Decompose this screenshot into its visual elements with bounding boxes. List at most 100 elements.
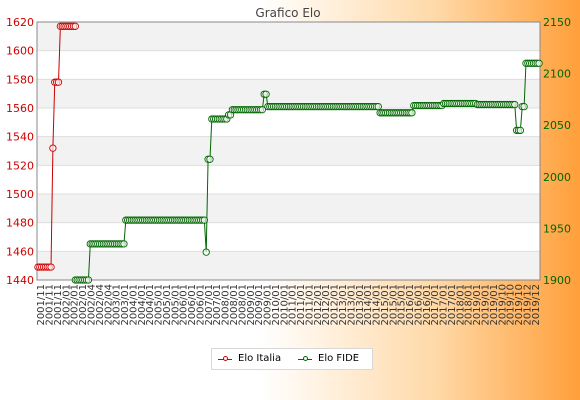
x-axis-tick-label: 2001/11 bbox=[53, 284, 64, 326]
x-axis-tick-label: 2010/01 bbox=[279, 284, 290, 326]
grid-band bbox=[37, 108, 540, 137]
x-axis-tick-label: 2012/01 bbox=[330, 284, 341, 326]
x-axis-tick-label: 2019/01 bbox=[489, 284, 500, 326]
grid-band bbox=[37, 22, 540, 51]
grid-band bbox=[37, 136, 540, 166]
x-axis-tick-label: 2008/01 bbox=[237, 284, 248, 326]
data-point-elo-fide bbox=[200, 216, 209, 224]
x-axis-tick-label: 2005/01 bbox=[170, 284, 181, 326]
left-axis-tick-label: 1560 bbox=[6, 102, 34, 115]
x-axis-tick-label: 2013/01 bbox=[355, 284, 366, 326]
right-axis-tick-label: 2050 bbox=[543, 119, 571, 132]
x-axis-tick-label: 2002/04 bbox=[86, 284, 97, 326]
x-axis-tick-label: 2004/01 bbox=[128, 284, 139, 326]
x-axis-tick-label: 2011/01 bbox=[288, 284, 299, 326]
x-axis-tick-label: 2009/01 bbox=[246, 284, 257, 326]
x-axis-tick-label: 2003/01 bbox=[120, 284, 131, 326]
left-axis-tick-label: 1520 bbox=[6, 159, 34, 172]
x-axis-tick-label: 2013/01 bbox=[346, 284, 357, 326]
x-axis-tick-label: 2018/01 bbox=[464, 284, 475, 326]
x-axis-tick-label: 2003/01 bbox=[112, 284, 123, 326]
x-axis-tick-label: 2013/01 bbox=[338, 284, 349, 326]
x-axis-tick-label: 2017/01 bbox=[447, 284, 458, 326]
x-axis-tick-label: 2001/11 bbox=[36, 284, 47, 326]
x-axis-tick-label: 2002/01 bbox=[61, 284, 72, 326]
x-axis-tick-label: 2016/01 bbox=[405, 284, 416, 326]
x-axis-tick-label: 2019/10 bbox=[506, 284, 517, 326]
x-axis-tick-label: 2019/01 bbox=[481, 284, 492, 326]
data-point-elo-fide bbox=[84, 276, 93, 284]
x-axis-tick-label: 2004/01 bbox=[145, 284, 156, 326]
x-axis-tick-label: 2017/01 bbox=[439, 284, 450, 326]
legend-item-elo-fide: Elo FIDE bbox=[298, 352, 368, 366]
data-point-elo-fide bbox=[206, 155, 214, 163]
data-point-elo-italia bbox=[49, 144, 57, 152]
x-axis-tick-label: 2002/01 bbox=[78, 284, 89, 326]
left-axis-tick-label: 1460 bbox=[6, 245, 34, 258]
x-axis-tick-label: 2019/12 bbox=[522, 284, 533, 326]
x-axis-tick-label: 2012/01 bbox=[321, 284, 332, 326]
left-axis-tick-label: 1500 bbox=[6, 188, 34, 201]
legend-label-elo-fide: Elo FIDE bbox=[318, 353, 360, 364]
x-axis-tick-label: 2007/01 bbox=[204, 284, 215, 326]
left-axis-tick-label: 1540 bbox=[6, 131, 34, 144]
legend-marker-elo-fide bbox=[303, 356, 308, 361]
data-point-elo-italia bbox=[71, 22, 79, 30]
x-axis-tick-label: 2016/01 bbox=[422, 284, 433, 326]
x-axis-tick-label: 2018/01 bbox=[455, 284, 466, 326]
right-axis-tick-label: 1950 bbox=[543, 222, 571, 235]
left-axis-tick-label: 1600 bbox=[6, 45, 34, 58]
grid-band bbox=[37, 50, 540, 80]
x-axis-tick-label: 2014/01 bbox=[372, 284, 383, 326]
grid-band bbox=[37, 251, 540, 280]
right-axis-tick-label: 1900 bbox=[543, 274, 571, 287]
data-point-elo-italia bbox=[47, 263, 55, 271]
data-point-elo-fide bbox=[511, 100, 519, 109]
x-axis-tick-label: 2006/01 bbox=[187, 284, 198, 326]
x-axis-tick-label: 2004/01 bbox=[137, 284, 148, 326]
x-axis-tick-label: 2014/01 bbox=[363, 284, 374, 326]
x-axis-tick-label: 2008/01 bbox=[229, 284, 240, 326]
x-axis-tick-label: 2016/01 bbox=[413, 284, 424, 326]
data-point-elo-fide bbox=[516, 126, 525, 135]
x-axis-tick-label: 2006/01 bbox=[179, 284, 190, 326]
data-point-elo-fide bbox=[374, 102, 382, 111]
x-axis-tick-label: 2008/01 bbox=[221, 284, 232, 326]
data-point-elo-fide bbox=[520, 102, 528, 111]
right-axis-tick-label: 2000 bbox=[543, 171, 571, 184]
right-axis-tick-label: 2150 bbox=[543, 16, 571, 29]
x-axis-tick-label: 2006/01 bbox=[195, 284, 206, 326]
x-axis-tick-label: 2009/01 bbox=[263, 284, 274, 326]
x-axis-tick-label: 2001/11 bbox=[45, 284, 56, 326]
left-axis-tick-label: 1620 bbox=[6, 16, 34, 29]
data-point-elo-fide bbox=[120, 240, 128, 248]
data-point-elo-italia bbox=[54, 78, 63, 86]
left-axis-tick-label: 1580 bbox=[6, 73, 34, 86]
x-axis-tick-label: 2007/01 bbox=[212, 284, 223, 326]
x-axis-tick-label: 2002/04 bbox=[103, 284, 114, 326]
x-axis-tick-label: 2017/01 bbox=[430, 284, 441, 326]
x-axis-tick-label: 2015/01 bbox=[388, 284, 399, 326]
legend: Elo Italia Elo FIDE bbox=[211, 348, 373, 370]
x-axis-tick-label: 2002/01 bbox=[70, 284, 81, 326]
x-axis-tick-label: 2011/01 bbox=[296, 284, 307, 326]
x-axis-tick-label: 2019/10 bbox=[514, 284, 525, 326]
x-axis-tick-label: 2005/01 bbox=[154, 284, 165, 326]
plot-area-border bbox=[36, 21, 541, 281]
legend-marker-elo-italia bbox=[223, 356, 228, 361]
x-axis-tick-label: 2015/01 bbox=[380, 284, 391, 326]
x-axis-tick-label: 2009/01 bbox=[254, 284, 265, 326]
data-point-elo-fide bbox=[408, 109, 416, 117]
chart-title: Grafico Elo bbox=[255, 6, 320, 20]
grid-band bbox=[37, 194, 540, 223]
legend-label-elo-italia: Elo Italia bbox=[238, 353, 282, 364]
data-point-elo-fide bbox=[535, 59, 543, 67]
right-axis-tick-label: 2100 bbox=[543, 68, 571, 81]
x-axis-tick-label: 2010/01 bbox=[271, 284, 282, 326]
x-axis-tick-label: 2011/01 bbox=[304, 284, 315, 326]
x-axis-tick-label: 2019/12 bbox=[531, 284, 542, 326]
legend-item-elo-italia: Elo Italia bbox=[218, 352, 292, 366]
data-point-elo-fide bbox=[262, 90, 270, 98]
